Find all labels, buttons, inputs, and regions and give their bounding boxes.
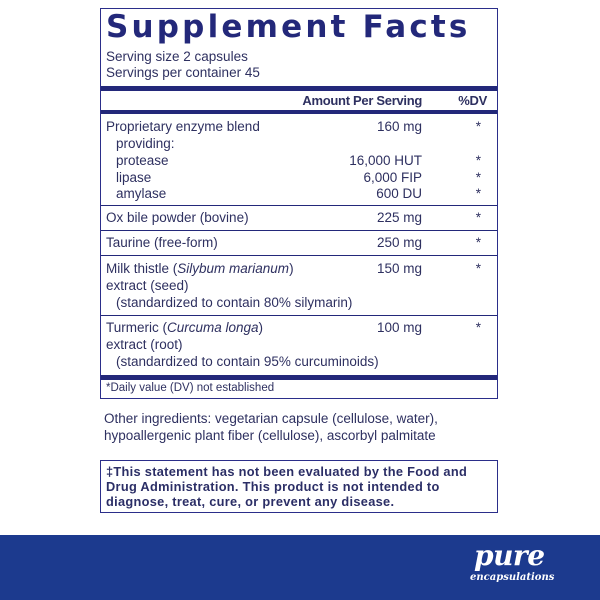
nutrient-dv: *	[475, 261, 481, 276]
disclaimer-line: ‡This statement has not been evaluated b…	[106, 464, 468, 479]
footnote: *Daily value (DV) not established	[106, 382, 275, 394]
nutrient-amount: 16,000 HUT	[349, 153, 422, 168]
nutrient-amount: 6,000 FIP	[363, 170, 422, 185]
nutrient-detail: extract (root)	[106, 337, 183, 352]
nutrient-amount: 160 mg	[376, 119, 422, 134]
nutrient-name: Milk thistle (Silybum marianum)	[106, 261, 294, 276]
panel-title: Supplement Facts	[106, 9, 471, 45]
serving-size: Serving size 2 capsules	[106, 49, 248, 64]
divider-thick	[101, 375, 497, 380]
other-ingredients-line: hypoallergenic plant fiber (cellulose), …	[104, 428, 436, 443]
disclaimer-line: diagnose, treat, cure, or prevent any di…	[106, 494, 395, 509]
nutrient-amount: 600 DU	[376, 186, 422, 201]
disclaimer-line: Drug Administration. This product is not…	[106, 479, 440, 494]
nutrient-dv: *	[475, 153, 481, 168]
nutrient-dv: *	[475, 186, 481, 201]
supplement-facts-panel: Supplement Facts Serving size 2 capsules…	[100, 8, 498, 399]
amount-header: Amount Per Serving	[302, 93, 422, 108]
nutrient-amount: 150 mg	[376, 261, 422, 276]
nutrient-amount: 225 mg	[376, 210, 422, 225]
divider	[101, 255, 497, 256]
dv-header: %DV	[458, 93, 487, 108]
nutrient-name: Ox bile powder (bovine)	[106, 210, 249, 225]
brand-logo: pure	[474, 539, 545, 572]
divider	[101, 205, 497, 206]
nutrient-dv: *	[475, 119, 481, 134]
divider-thick	[101, 86, 497, 91]
disclaimer-box: ‡This statement has not been evaluated b…	[100, 460, 498, 513]
servings-per-container: Servings per container 45	[106, 65, 260, 80]
nutrient-detail: (standardized to contain 80% silymarin)	[116, 295, 353, 310]
nutrient-name: lipase	[116, 170, 152, 185]
divider	[101, 315, 497, 316]
nutrient-dv: *	[475, 235, 481, 250]
nutrient-detail: (standardized to contain 95% curcuminoid…	[116, 354, 379, 369]
nutrient-dv: *	[475, 210, 481, 225]
brand-logo-sub: encapsulations	[470, 572, 555, 583]
divider-thick	[101, 110, 497, 114]
nutrient-dv: *	[475, 320, 481, 335]
nutrient-detail: extract (seed)	[106, 278, 189, 293]
nutrient-amount: 250 mg	[376, 235, 422, 250]
nutrient-dv: *	[475, 170, 481, 185]
nutrient-amount: 100 mg	[376, 320, 422, 335]
nutrient-name: Taurine (free-form)	[106, 235, 218, 250]
nutrient-name: Turmeric (Curcuma longa)	[106, 320, 264, 335]
divider	[101, 230, 497, 231]
nutrient-name: Proprietary enzyme blend	[106, 119, 260, 134]
brand-band	[0, 535, 600, 600]
nutrient-name: providing:	[116, 136, 175, 151]
nutrient-name: protease	[116, 153, 169, 168]
nutrient-name: amylase	[116, 186, 167, 201]
other-ingredients-line: Other ingredients: vegetarian capsule (c…	[104, 411, 438, 426]
